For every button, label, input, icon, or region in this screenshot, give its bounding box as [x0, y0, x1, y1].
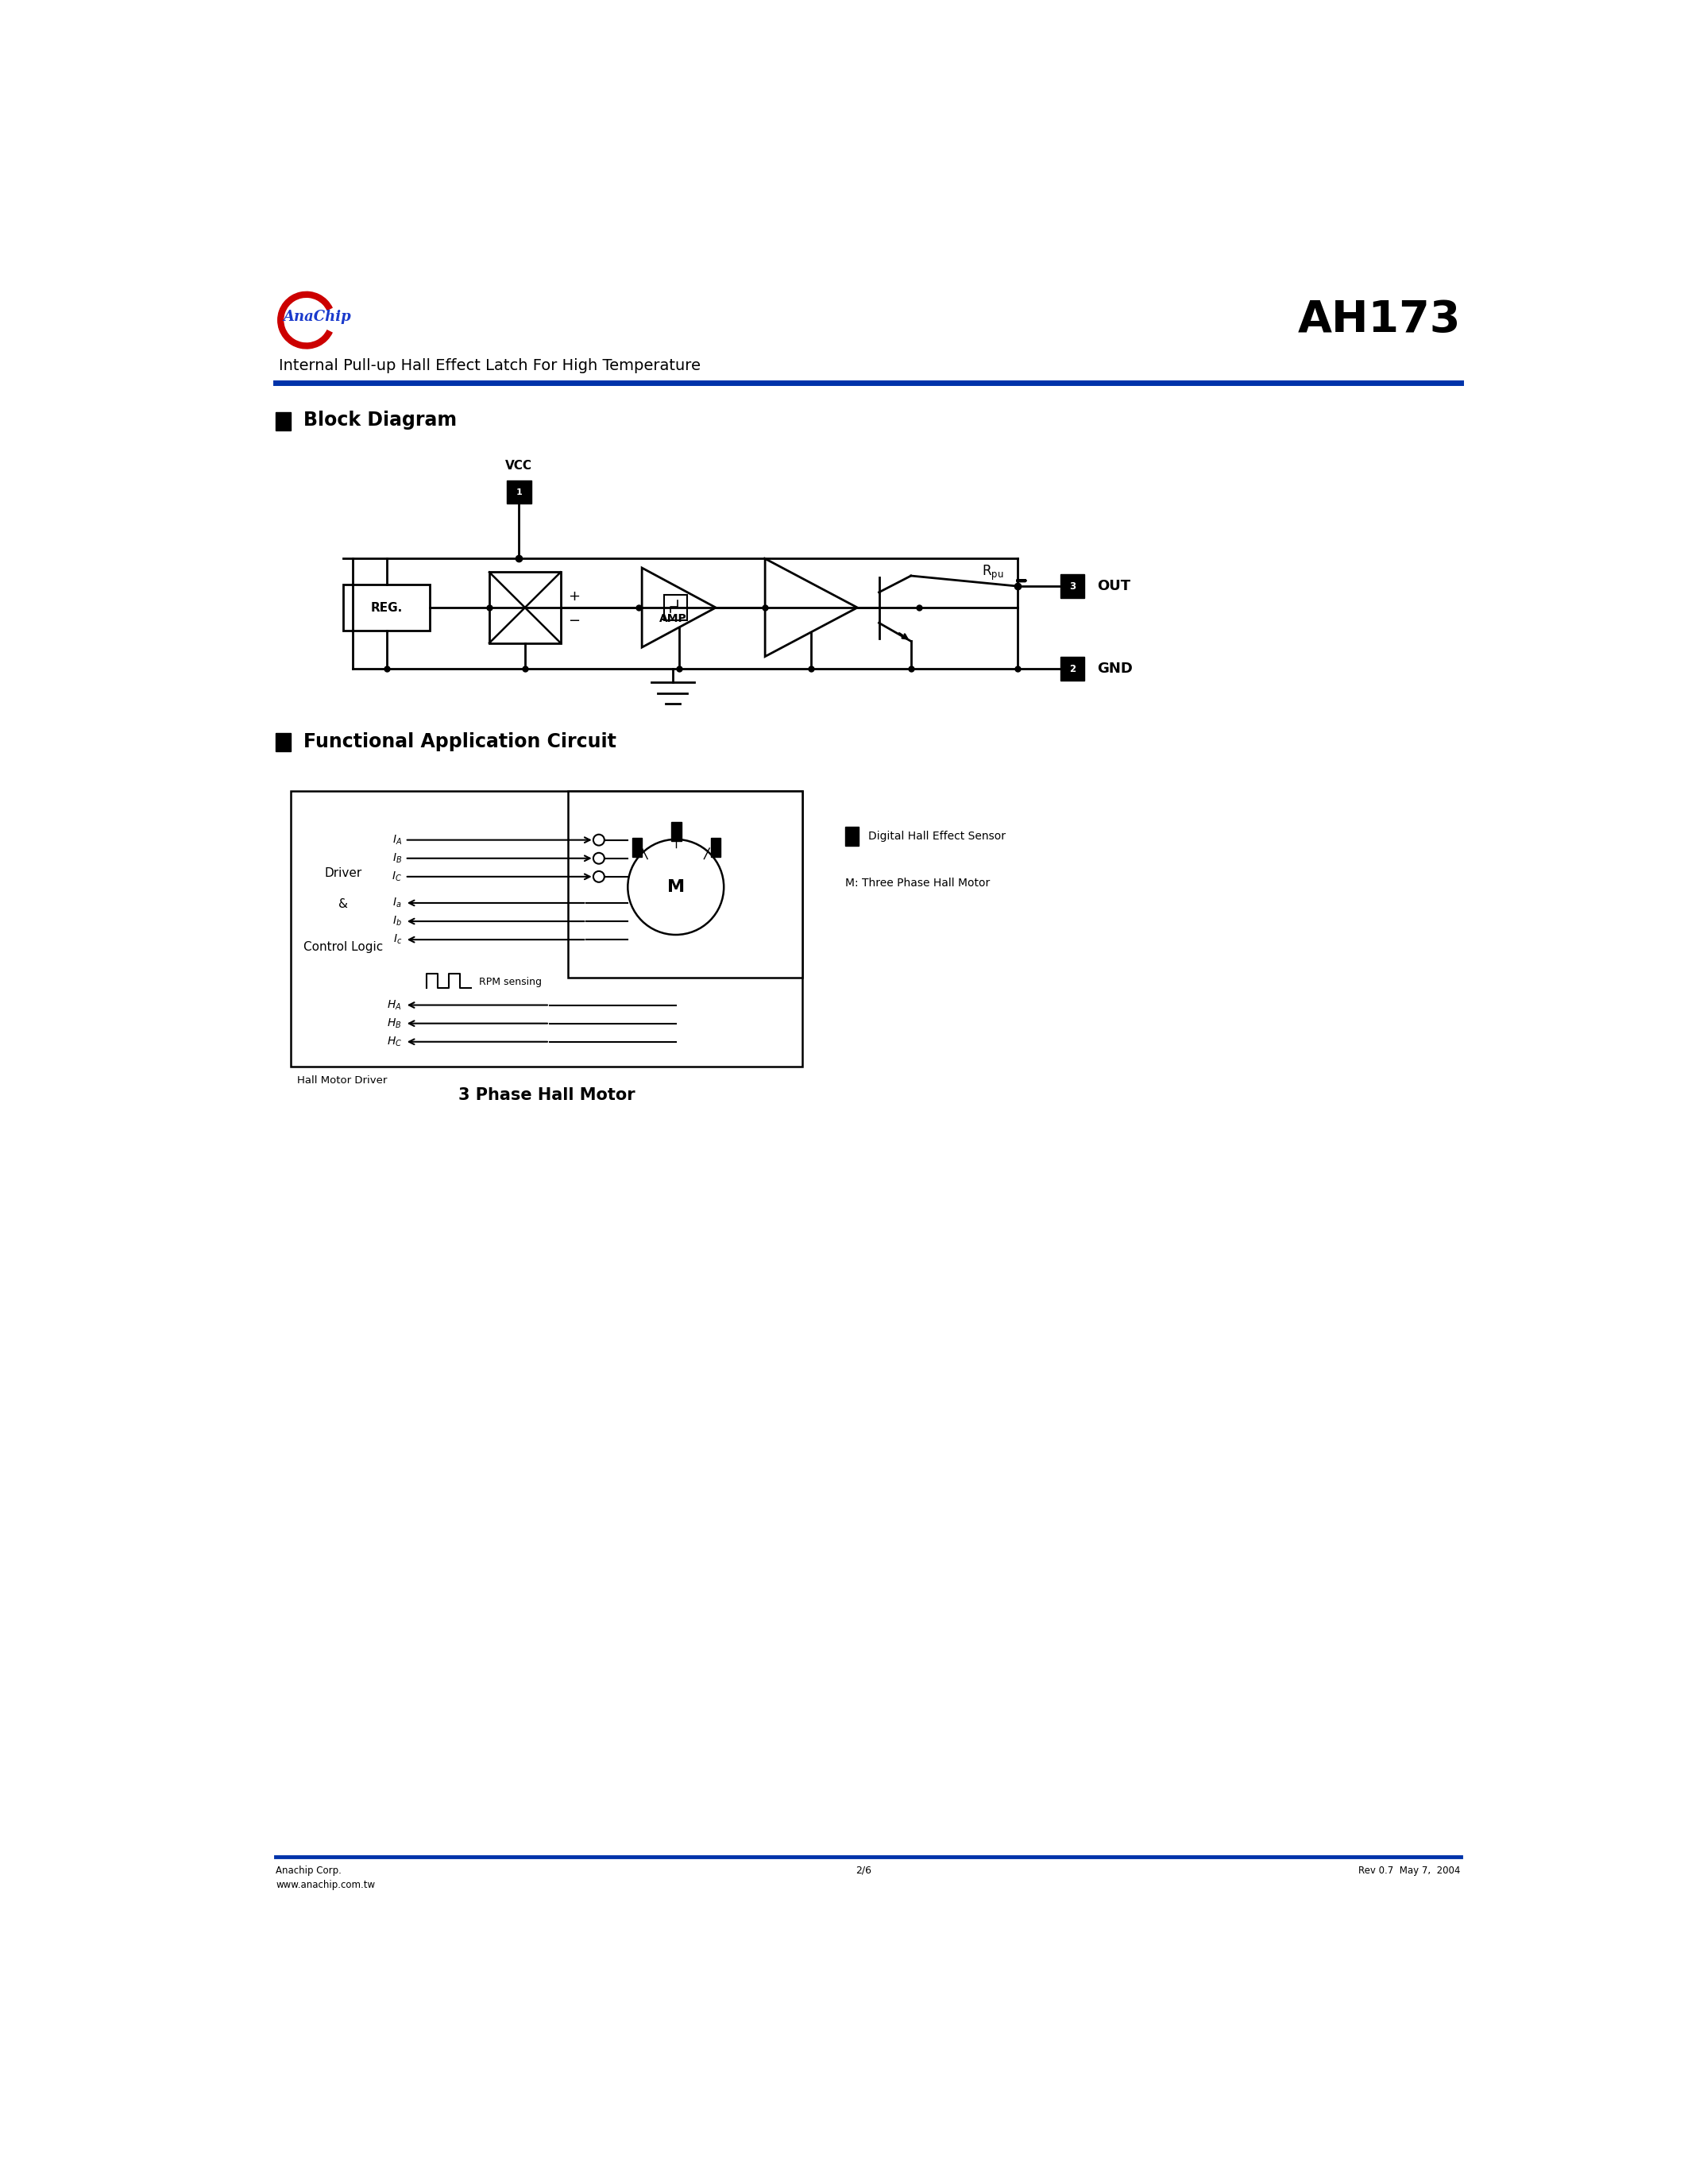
Text: Control Logic: Control Logic [304, 941, 383, 952]
Text: $I_{A}$: $I_{A}$ [392, 834, 402, 847]
Text: AnaChip: AnaChip [284, 310, 351, 323]
Bar [846, 828, 859, 845]
Bar [1060, 574, 1084, 598]
Bar [663, 594, 687, 620]
Text: $I_{C}$: $I_{C}$ [392, 869, 402, 882]
Text: &: & [339, 898, 348, 911]
Text: 2: 2 [1069, 664, 1075, 675]
Text: M: Three Phase Hall Motor: M: Three Phase Hall Motor [846, 878, 989, 889]
Bar [1060, 657, 1084, 681]
Circle shape [592, 871, 604, 882]
Bar [506, 480, 532, 505]
Text: $H_{C}$: $H_{C}$ [387, 1035, 402, 1048]
Text: Functional Application Circuit: Functional Application Circuit [304, 732, 616, 751]
Polygon shape [765, 559, 858, 657]
Text: $H_{B}$: $H_{B}$ [387, 1018, 402, 1031]
Text: Rev 0.7  May 7,  2004: Rev 0.7 May 7, 2004 [1359, 1865, 1460, 1876]
Text: 1: 1 [517, 487, 522, 496]
Text: $I_{c}$: $I_{c}$ [393, 933, 402, 946]
Circle shape [592, 834, 604, 845]
Text: GND: GND [1097, 662, 1133, 675]
Text: Anachip Corp.: Anachip Corp. [275, 1865, 341, 1876]
Text: 3 Phase Hall Motor: 3 Phase Hall Motor [457, 1088, 635, 1103]
Text: Block Diagram: Block Diagram [304, 411, 457, 430]
Text: $I_{a}$: $I_{a}$ [393, 895, 402, 909]
Bar [275, 734, 290, 751]
Bar [290, 791, 802, 1066]
Bar [343, 585, 429, 631]
Circle shape [628, 839, 724, 935]
Text: 2/6: 2/6 [856, 1865, 871, 1876]
Text: AH173: AH173 [1298, 299, 1460, 341]
Text: Hall Motor Driver: Hall Motor Driver [297, 1075, 387, 1085]
Text: −: − [569, 614, 581, 629]
Text: $H_{A}$: $H_{A}$ [387, 998, 402, 1011]
Bar [672, 821, 682, 841]
Text: R$_{\rm pu}$: R$_{\rm pu}$ [982, 563, 1004, 581]
Text: 3: 3 [1069, 581, 1075, 592]
Bar [711, 839, 721, 858]
Text: Digital Hall Effect Sensor: Digital Hall Effect Sensor [869, 830, 1006, 841]
Bar [490, 572, 560, 642]
Polygon shape [641, 568, 716, 646]
Text: $I_{B}$: $I_{B}$ [392, 852, 402, 865]
Text: Driver: Driver [324, 867, 363, 880]
Bar [275, 413, 290, 430]
Bar [633, 839, 641, 858]
Text: M: M [667, 880, 685, 895]
Text: VCC: VCC [505, 461, 532, 472]
Text: +: + [569, 590, 581, 603]
Text: RPM sensing: RPM sensing [479, 976, 542, 987]
Text: AMP: AMP [658, 614, 687, 625]
Text: OUT: OUT [1097, 579, 1131, 594]
Text: $I_{b}$: $I_{b}$ [393, 915, 402, 928]
Text: REG.: REG. [370, 601, 402, 614]
Text: Internal Pull-up Hall Effect Latch For High Temperature: Internal Pull-up Hall Effect Latch For H… [279, 358, 701, 373]
Bar [569, 791, 802, 978]
Text: www.anachip.com.tw: www.anachip.com.tw [275, 1880, 375, 1889]
Circle shape [592, 852, 604, 865]
